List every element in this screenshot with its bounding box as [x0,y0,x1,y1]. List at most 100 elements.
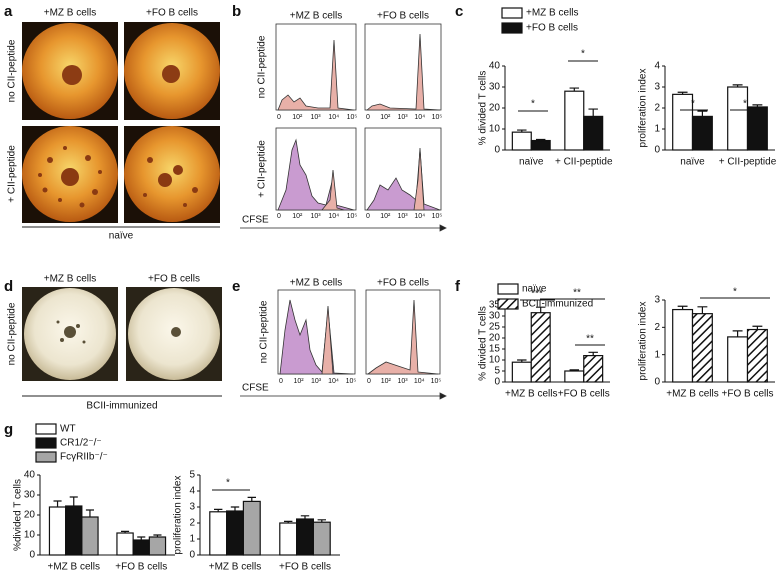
histogram-tick-label: 10⁴ [328,378,339,385]
y-axis-label: proliferation index [638,69,649,148]
histogram-tick-label: 10⁴ [328,213,339,220]
y-tick-label: 1 [654,349,660,360]
y-tick-label: 1 [189,534,195,545]
error-bar [153,534,162,537]
error-bar [569,369,580,371]
x-tick-label: +FO B cells [558,389,610,400]
y-tick-label: 5 [494,366,500,377]
x-tick-label: naïve [519,157,544,168]
y-tick-label: 35 [489,300,501,311]
y-tick-label: 40 [489,61,501,72]
axis-label: CFSE [242,215,269,226]
histogram-tick-label: 10³ [397,213,408,220]
histogram-tick-label: 10⁵ [347,114,358,121]
histogram-tick-label: 0 [277,213,281,220]
significance-label: * [581,49,585,60]
error-bar [697,306,708,314]
footer-label: BCII-immunized [86,401,157,412]
bar [746,328,768,383]
histogram-tick-label: 10³ [397,114,408,121]
bar [132,539,150,556]
error-bar [732,84,743,87]
error-bar [732,330,743,337]
histogram-tick-label: 10³ [310,213,321,220]
y-tick-label: 5 [189,470,195,481]
y-tick-label: 0 [494,145,500,156]
y-tick-label: 1 [654,124,660,135]
histogram-tick-label: 10⁵ [432,114,443,121]
elispot-images-a [22,22,220,228]
error-bar [535,306,546,313]
bar [583,115,604,151]
y-tick-label: 0 [654,377,660,388]
histogram-tick-label: 0 [367,378,371,385]
histogram-tick-label: 10² [292,213,303,220]
y-tick-label: 2 [654,103,660,114]
bar [116,532,134,556]
bar [672,308,694,383]
x-tick-label: +MZ B cells [209,562,262,571]
x-tick-label: +MZ B cells [47,562,100,571]
significance-label: * [691,99,695,110]
x-tick-label: +MZ B cells [666,389,719,400]
error-bar [752,104,763,107]
panel-letter: d [4,278,13,295]
y-axis-label: % divided T cells [478,306,489,381]
column-label: +MZ B cells [44,274,97,285]
histogram-tick-label: 10⁴ [414,114,425,121]
bar [279,522,298,556]
histogram-tick-label: 10⁵ [431,378,442,385]
error-bar [85,509,94,517]
y-tick-label: 10 [489,124,501,135]
bar [691,115,713,151]
histogram-tick-label: 10² [293,378,304,385]
column-label: +MZ B cells [290,11,343,22]
error-bar [517,129,527,133]
legend-label: CR1/2⁻/⁻ [60,438,102,449]
y-tick-label: 3 [654,295,660,306]
bar [727,336,749,383]
bar [672,93,694,151]
significance-label: * [226,478,230,489]
histogram-tick-label: 10⁴ [328,114,339,121]
y-tick-label: 20 [489,103,501,114]
histogram-tick-label: 10⁴ [414,213,425,220]
y-tick-label: 4 [654,61,660,72]
column-label: +FO B cells [148,274,200,285]
y-tick-label: 2 [189,518,195,529]
histogram-tick-label: 10² [381,378,392,385]
legend-label: WT [60,424,76,435]
footer-label: naïve [109,231,134,242]
histogram-tick-label: 10⁴ [414,378,425,385]
legend-swatch [35,437,57,449]
y-tick-label: 25 [489,322,501,333]
histogram-tick-label: 0 [277,114,281,121]
error-bar [517,359,527,363]
error-bar [53,500,62,507]
bar [296,518,315,556]
error-bar [588,351,598,356]
bar [226,510,245,556]
y-tick-label: 3 [654,82,660,93]
error-bar [214,508,223,512]
legend-label: +FO B cells [526,23,578,34]
legend-label: naïve [522,284,547,295]
error-bar [697,110,708,117]
x-tick-label: +FO B cells [115,562,167,571]
row-label: no CII-peptide [257,35,268,98]
row-label: no CII-peptide [7,39,18,102]
histogram-tick-label: 0 [366,213,370,220]
bar [530,312,551,383]
x-tick-label: +FO B cells [279,562,331,571]
bar [583,355,604,383]
error-bar [677,305,688,310]
column-label: +FO B cells [377,278,429,289]
row-label: no CII-peptide [7,302,18,365]
error-bar [569,87,580,92]
x-tick-label: +MZ B cells [505,389,558,400]
bar [564,90,585,151]
error-bar [588,108,598,117]
y-tick-label: 20 [489,333,501,344]
y-axis-label: proliferation index [173,476,184,555]
error-bar [247,496,256,502]
